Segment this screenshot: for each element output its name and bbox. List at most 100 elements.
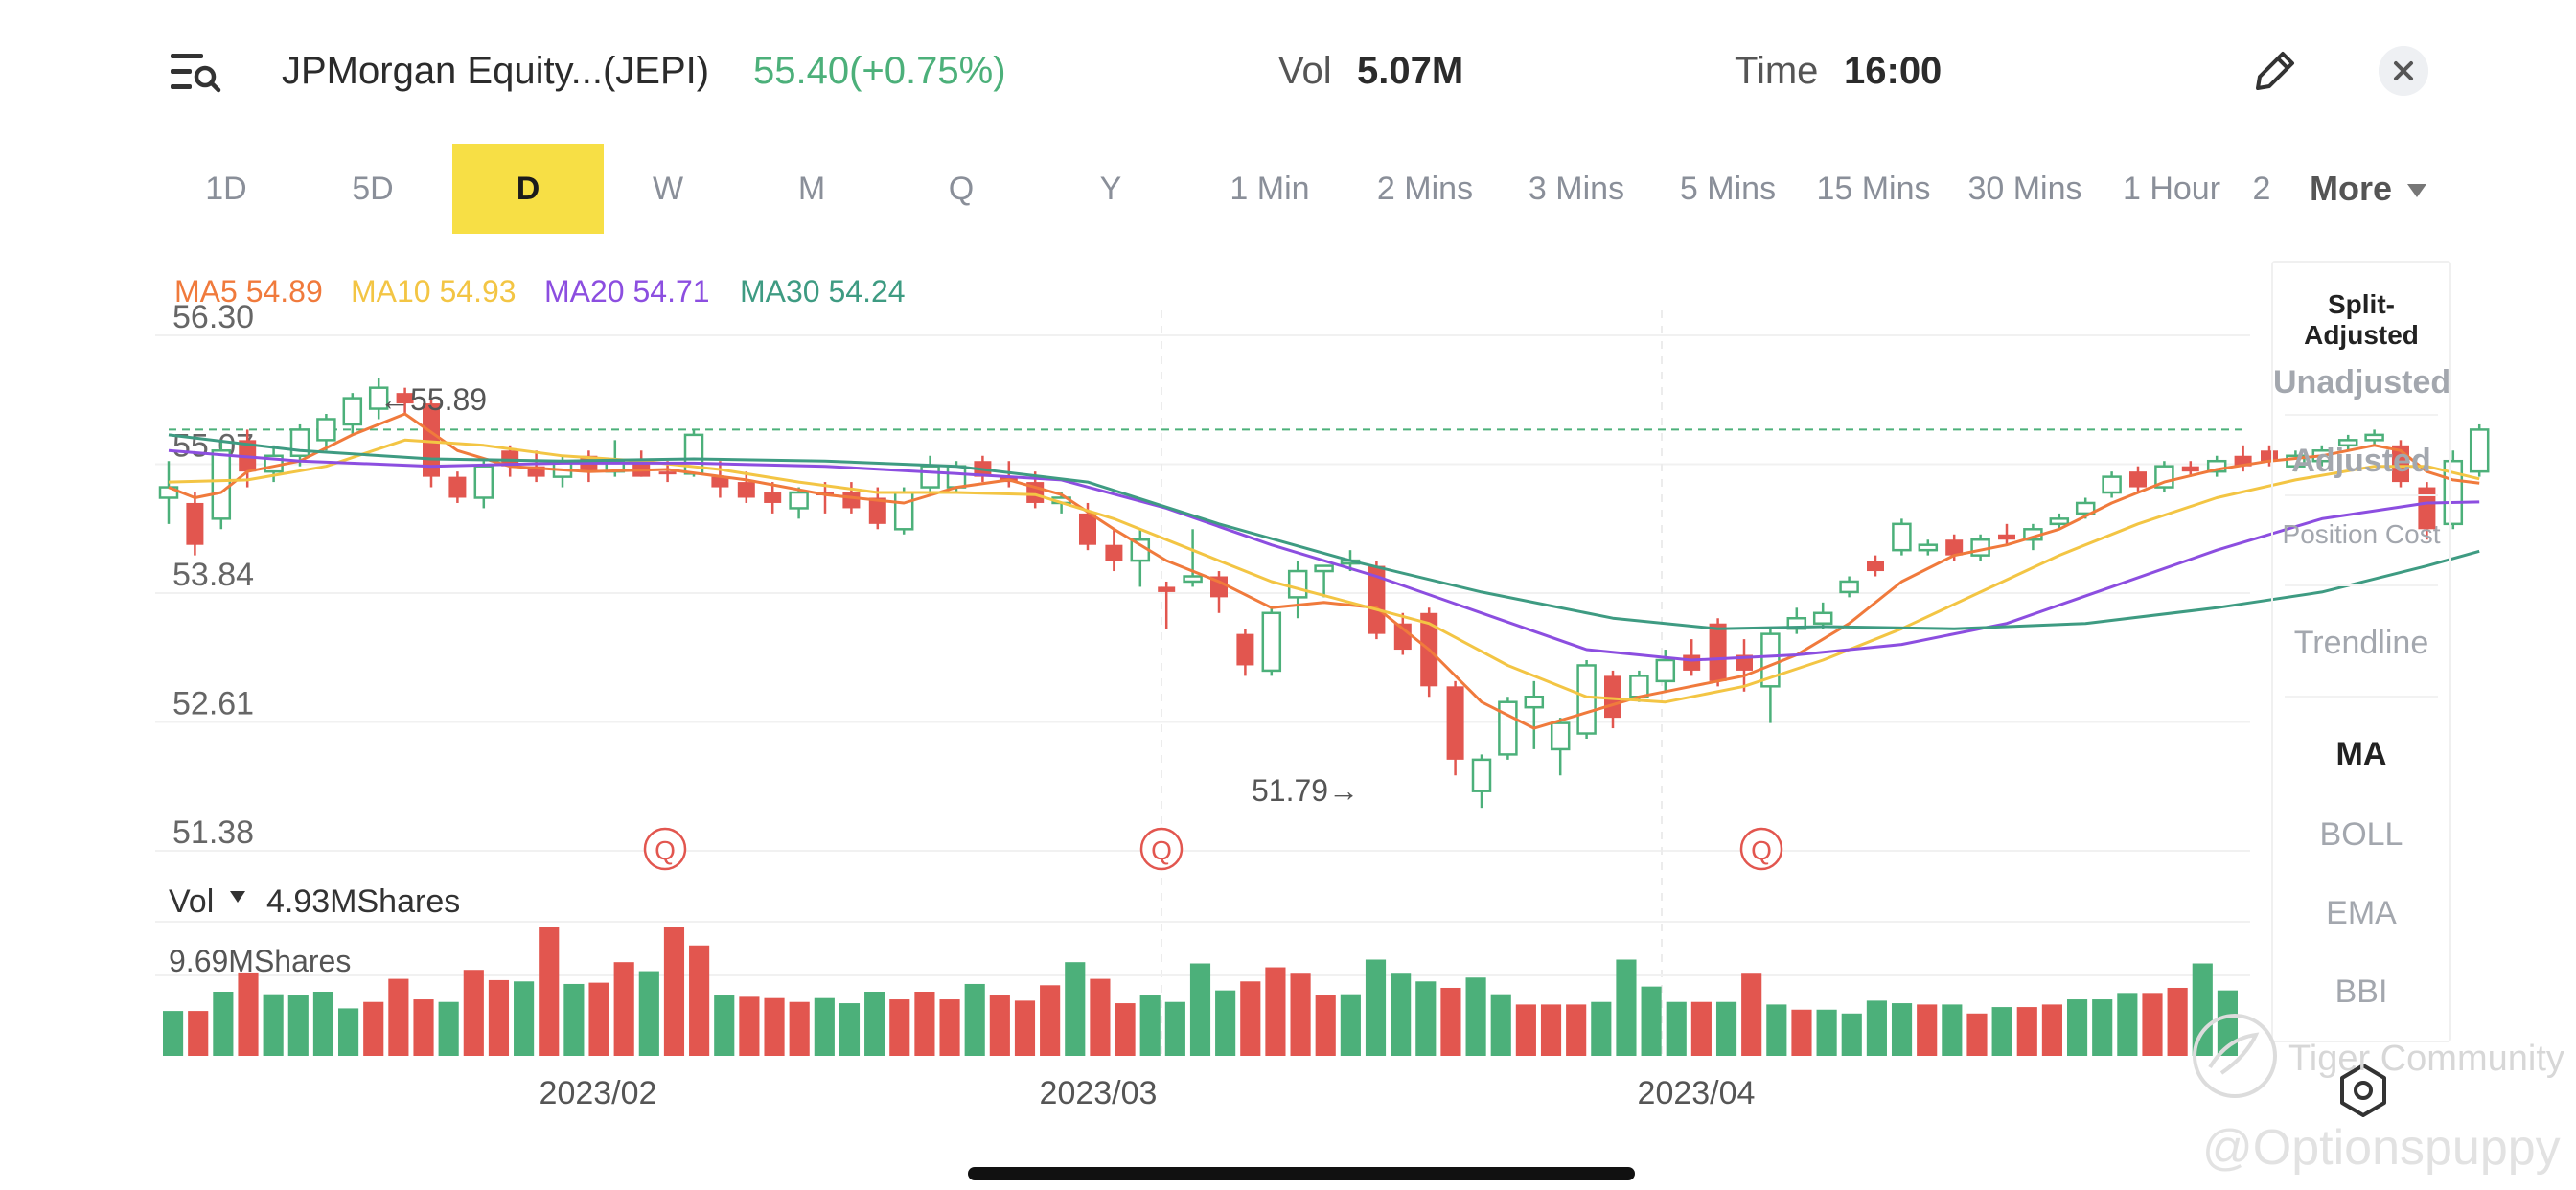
settings-icon[interactable] <box>2334 1062 2392 1119</box>
tab-1d[interactable]: 1D <box>205 171 247 207</box>
y-tick-label: 53.84 <box>172 557 254 593</box>
volume-bar <box>2066 999 2088 1056</box>
candle-body <box>1812 611 1833 625</box>
quarter-marker-icon <box>1139 827 1184 871</box>
candle-body <box>1918 543 1939 552</box>
tab-w[interactable]: W <box>652 171 684 207</box>
volume-bar <box>514 981 535 1056</box>
tab-30-mins[interactable]: 30 Mins <box>1967 171 2082 207</box>
volume-bar <box>438 1001 459 1056</box>
candle-body <box>396 393 414 404</box>
volume-bar <box>2092 999 2113 1056</box>
candle-body <box>2337 439 2358 447</box>
candle-body <box>1314 564 1334 573</box>
volume-bar <box>1566 1004 1587 1056</box>
volume-bar <box>1966 1013 1988 1056</box>
volume-bar <box>613 962 634 1056</box>
more-label: More <box>2310 169 2393 208</box>
close-icon[interactable] <box>2379 46 2428 96</box>
sidebar-item-trendline[interactable]: Trendline <box>2293 625 2429 661</box>
volume-bar <box>1641 986 1662 1056</box>
home-indicator[interactable] <box>968 1167 1635 1180</box>
more-button[interactable]: More <box>2310 144 2427 234</box>
volume-bar <box>488 979 510 1056</box>
candle-body <box>1368 565 1386 634</box>
candle-body <box>186 502 204 545</box>
volume-bar <box>338 1008 359 1056</box>
candle-body <box>1709 623 1727 681</box>
tab-2-mins[interactable]: 2 Mins <box>1376 171 1474 207</box>
pencil-icon[interactable] <box>2248 44 2302 98</box>
volume-label: Vol <box>1278 50 1332 92</box>
candle-body <box>1498 700 1518 756</box>
tab-15-mins[interactable]: 15 Mins <box>1816 171 1931 207</box>
candle-body <box>2102 475 2122 494</box>
volume-bar <box>1440 987 1461 1056</box>
volume-bar <box>213 992 234 1056</box>
candle-body <box>473 465 494 499</box>
volume-bar <box>1415 981 1437 1056</box>
tab-d[interactable]: D <box>452 144 604 234</box>
candle-body <box>658 471 677 475</box>
candle-body <box>1471 758 1492 792</box>
volume-bar <box>1139 995 1161 1056</box>
volume-bar <box>1465 977 1486 1056</box>
volume-bar <box>413 999 434 1056</box>
price-change: 55.40(+0.75%) <box>753 50 1006 92</box>
volume-bar <box>964 983 985 1056</box>
sidebar-item-boll[interactable]: BOLL <box>2319 816 2404 853</box>
sidebar-item-unadjusted[interactable]: Unadjusted <box>2273 364 2451 400</box>
candle-body <box>1261 611 1282 673</box>
volume-bar <box>1616 959 1637 1056</box>
volume-bar <box>2167 987 2188 1056</box>
tab-1-hour[interactable]: 1 Hour <box>2122 171 2221 207</box>
candle-body <box>2234 455 2252 467</box>
sidebar-item-ma[interactable]: MA <box>2335 736 2387 772</box>
volume-bar <box>689 945 710 1056</box>
candle-body <box>1550 721 1571 751</box>
volume-bar <box>1490 994 1511 1056</box>
time-label: Time <box>1735 50 1819 92</box>
candle-body <box>1524 696 1545 709</box>
candle-body <box>2443 459 2464 526</box>
tab-5d[interactable]: 5D <box>352 171 394 207</box>
y-tick-label: 51.38 <box>172 814 254 851</box>
sidebar-item-ema[interactable]: EMA <box>2326 895 2397 931</box>
tab-3-mins[interactable]: 3 Mins <box>1528 171 1625 207</box>
sidebar-item-split-adjusted[interactable]: Split-Adjusted <box>2304 289 2419 350</box>
volume-bar <box>288 995 309 1056</box>
candle-body <box>527 466 545 477</box>
tab-q[interactable]: Q <box>948 171 975 207</box>
volume-bar <box>1591 1001 1612 1056</box>
volume-bar <box>1290 973 1311 1056</box>
volume-bar <box>1841 1013 1862 1056</box>
candle-body <box>946 465 967 489</box>
time-value: 16:00 <box>1844 50 1943 92</box>
ma-legend-item: MA30 54.24 <box>740 274 906 309</box>
sidebar-item-adjusted[interactable]: Adjusted <box>2291 443 2431 479</box>
tab-y[interactable]: Y <box>1099 171 1122 207</box>
x-tick-label: 2023/02 <box>540 1075 657 1111</box>
tab-2[interactable]: 2 <box>2252 171 2271 207</box>
search-menu-icon[interactable] <box>169 48 222 98</box>
tab-1-min[interactable]: 1 Min <box>1230 171 1310 207</box>
candle-body <box>2206 459 2227 473</box>
volume-bar <box>1690 1001 1712 1056</box>
tab-5-mins[interactable]: 5 Mins <box>1679 171 1777 207</box>
candle-body <box>1629 675 1649 698</box>
volume-bar <box>1917 1004 1938 1056</box>
volume-bar <box>2117 993 2138 1056</box>
volume-bar <box>588 982 610 1056</box>
candle-body <box>2129 471 2147 488</box>
quarter-marker-icon <box>643 827 687 871</box>
candle-body <box>893 491 914 531</box>
ma-line-ma20 <box>168 448 2480 662</box>
sidebar-item-position-cost[interactable]: Position Cost <box>2282 519 2441 549</box>
tab-m[interactable]: M <box>797 171 826 207</box>
ma-legend-item: MA5 54.89 <box>174 274 323 309</box>
sidebar-item-bbi[interactable]: BBI <box>2334 973 2388 1010</box>
volume-bar <box>238 972 259 1056</box>
candle-body <box>211 449 232 520</box>
ma-line-ma30 <box>168 433 2480 630</box>
volume-bar <box>1240 981 1261 1056</box>
